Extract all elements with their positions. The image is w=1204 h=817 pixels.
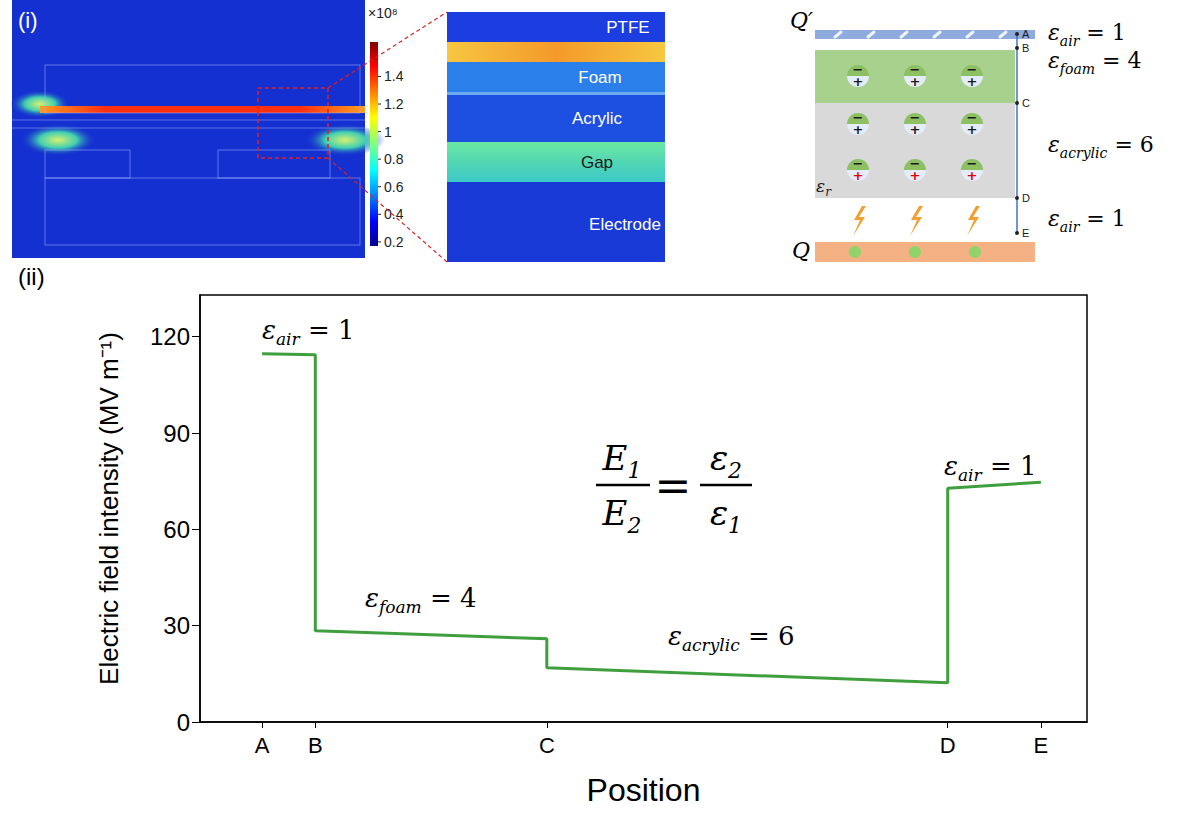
- svg-text:0.4: 0.4: [384, 206, 404, 222]
- svg-text:1.2: 1.2: [384, 96, 404, 112]
- svg-text:2: 2: [626, 513, 641, 538]
- svg-text:B: B: [308, 733, 323, 758]
- svg-text:60: 60: [163, 516, 190, 543]
- svg-text:= 1: = 1: [300, 315, 355, 345]
- svg-text:= 6: = 6: [740, 621, 795, 651]
- svg-text:30: 30: [163, 612, 190, 639]
- svg-text:air: air: [958, 465, 983, 485]
- svg-text:Acrylic: Acrylic: [572, 109, 623, 128]
- svg-text:Electrode: Electrode: [589, 215, 661, 234]
- svg-text:εfoam = 4: εfoam = 4: [1048, 48, 1141, 77]
- svg-text:0.8: 0.8: [384, 151, 404, 167]
- svg-text:+: +: [967, 168, 978, 183]
- svg-text:C: C: [1022, 97, 1030, 109]
- svg-text:ε: ε: [710, 493, 728, 533]
- svg-text:= 1: = 1: [982, 451, 1037, 481]
- svg-text:= 4: = 4: [422, 583, 477, 613]
- svg-text:+: +: [910, 74, 921, 89]
- svg-text:E: E: [1022, 227, 1029, 239]
- svg-text:120: 120: [150, 323, 190, 350]
- svg-text:PTFE: PTFE: [606, 18, 649, 37]
- svg-text:εair = 1: εair = 1: [1048, 206, 1126, 235]
- svg-text:90: 90: [163, 420, 190, 447]
- svg-text:Foam: Foam: [578, 68, 621, 87]
- svg-text:ε: ε: [944, 451, 958, 481]
- svg-text:εair = 1: εair = 1: [1048, 20, 1126, 49]
- svg-text:Gap: Gap: [581, 153, 613, 172]
- svg-text:1.4: 1.4: [384, 68, 404, 84]
- svg-text:εacrylic = 6: εacrylic = 6: [1048, 132, 1154, 161]
- svg-text:0.2: 0.2: [384, 234, 404, 250]
- svg-text:εr: εr: [816, 176, 832, 199]
- svg-text:A: A: [1022, 28, 1030, 40]
- svg-text:A: A: [255, 733, 270, 758]
- svg-text:+: +: [910, 168, 921, 183]
- svg-text:+: +: [967, 74, 978, 89]
- svg-text:1: 1: [728, 513, 742, 538]
- svg-text:+: +: [853, 168, 864, 183]
- svg-text:ε: ε: [262, 315, 276, 345]
- svg-text:C: C: [539, 733, 555, 758]
- svg-text:B: B: [1022, 42, 1029, 54]
- svg-text:ε: ε: [668, 621, 682, 651]
- svg-text:×10⁸: ×10⁸: [368, 5, 398, 21]
- svg-text:foam: foam: [377, 597, 422, 617]
- svg-text:(ii): (ii): [18, 263, 45, 290]
- svg-text:D: D: [1022, 192, 1030, 204]
- svg-text:acrylic: acrylic: [682, 635, 740, 655]
- svg-text:E: E: [602, 438, 628, 478]
- svg-text:Q′: Q′: [790, 8, 813, 33]
- svg-text:1: 1: [627, 458, 641, 483]
- svg-text:1: 1: [384, 124, 392, 140]
- svg-text:+: +: [853, 74, 864, 89]
- svg-text:D: D: [940, 733, 956, 758]
- svg-text:E: E: [602, 493, 628, 533]
- svg-text:+: +: [967, 122, 978, 137]
- svg-text:air: air: [276, 329, 301, 349]
- svg-text:0.6: 0.6: [384, 179, 404, 195]
- svg-text:Electric field intensity (MV m: Electric field intensity (MV m⁻¹): [94, 332, 124, 685]
- svg-text:0: 0: [177, 709, 190, 736]
- svg-text:ε: ε: [710, 438, 728, 478]
- svg-text:+: +: [910, 122, 921, 137]
- svg-text:=: =: [655, 460, 692, 511]
- svg-text:2: 2: [727, 458, 742, 483]
- svg-text:ε: ε: [365, 583, 379, 613]
- svg-text:Position: Position: [587, 772, 701, 808]
- svg-text:Q: Q: [792, 238, 810, 262]
- svg-text:+: +: [853, 122, 864, 137]
- svg-text:(i): (i): [18, 8, 38, 33]
- svg-text:E: E: [1034, 733, 1049, 758]
